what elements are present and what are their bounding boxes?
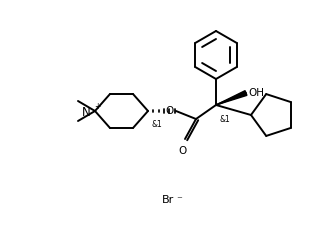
Text: ⁻: ⁻ [176,194,182,204]
Text: &1: &1 [151,119,162,128]
Text: O: O [166,106,174,116]
Text: +: + [94,101,100,110]
Text: Br: Br [162,194,174,204]
Text: OH: OH [248,88,264,98]
Text: N: N [82,105,91,118]
Text: O: O [178,145,186,155]
Text: &1: &1 [219,114,230,123]
Polygon shape [216,91,247,106]
